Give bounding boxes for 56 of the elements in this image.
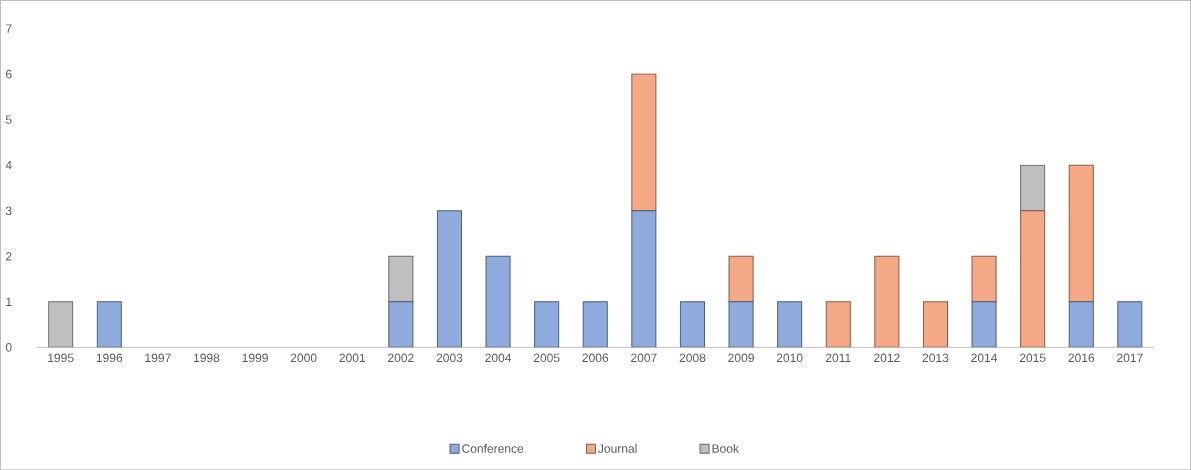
x-tick-label: 2006: [582, 353, 609, 363]
legend-label: Book: [712, 443, 739, 453]
x-tick-label: 2012: [874, 353, 900, 363]
bar: [825, 301, 851, 348]
bar: [922, 301, 948, 348]
x-tick-label: 2015: [1019, 353, 1046, 363]
bar: [728, 301, 754, 348]
bar: [631, 210, 657, 348]
bar: [1020, 164, 1046, 212]
x-tick-label: 1998: [194, 353, 220, 363]
x-tick-label: 2009: [728, 353, 754, 363]
legend-label: Conference: [462, 443, 524, 453]
bar: [679, 301, 705, 348]
bar: [534, 301, 560, 348]
x-tick-label: 1997: [145, 353, 171, 363]
x-tick-label: 2011: [825, 353, 851, 363]
bar: [388, 301, 414, 348]
x-tick-label: 2008: [679, 353, 706, 363]
legend-label: Journal: [598, 443, 637, 453]
bar: [1068, 164, 1094, 303]
y-tick-label: 3: [5, 206, 12, 215]
x-tick-label: 1995: [48, 353, 74, 363]
x-tick-label: 2017: [1117, 353, 1143, 363]
x-tick-label: 2003: [436, 353, 463, 363]
x-tick-label: 2001: [339, 353, 366, 363]
x-tick-label: 2000: [290, 353, 317, 363]
x-tick-label: 2016: [1068, 353, 1095, 363]
y-tick-label: 4: [5, 160, 12, 170]
x-tick-label: 1999: [242, 353, 268, 363]
x-tick-label: 2004: [485, 353, 512, 363]
x-tick-label: 2010: [776, 353, 803, 363]
y-tick-label: 7: [6, 24, 12, 33]
y-tick-label: 2: [6, 252, 12, 261]
bar: [436, 210, 462, 348]
x-tick-label: 1996: [96, 353, 123, 363]
bar: [631, 73, 657, 212]
y-tick-label: 0: [5, 343, 12, 352]
x-tick-label: 2007: [631, 353, 657, 363]
bar: [874, 255, 900, 348]
y-tick-label: 1: [6, 297, 12, 306]
bar: [1020, 210, 1046, 348]
bar: [48, 301, 74, 348]
bar: [582, 301, 608, 348]
x-tick-label: 2002: [388, 353, 414, 363]
bar: [485, 255, 511, 348]
y-tick-label: 5: [5, 115, 12, 124]
bar: [971, 301, 997, 348]
x-tick-label: 2013: [922, 353, 949, 363]
bar: [96, 301, 122, 348]
bar: [1068, 301, 1094, 348]
bar: [388, 255, 414, 303]
bar: [1117, 301, 1143, 348]
x-tick-label: 2005: [533, 353, 560, 363]
y-tick-label: 6: [6, 69, 12, 79]
x-tick-label: 2014: [971, 353, 998, 363]
bar: [777, 301, 803, 348]
